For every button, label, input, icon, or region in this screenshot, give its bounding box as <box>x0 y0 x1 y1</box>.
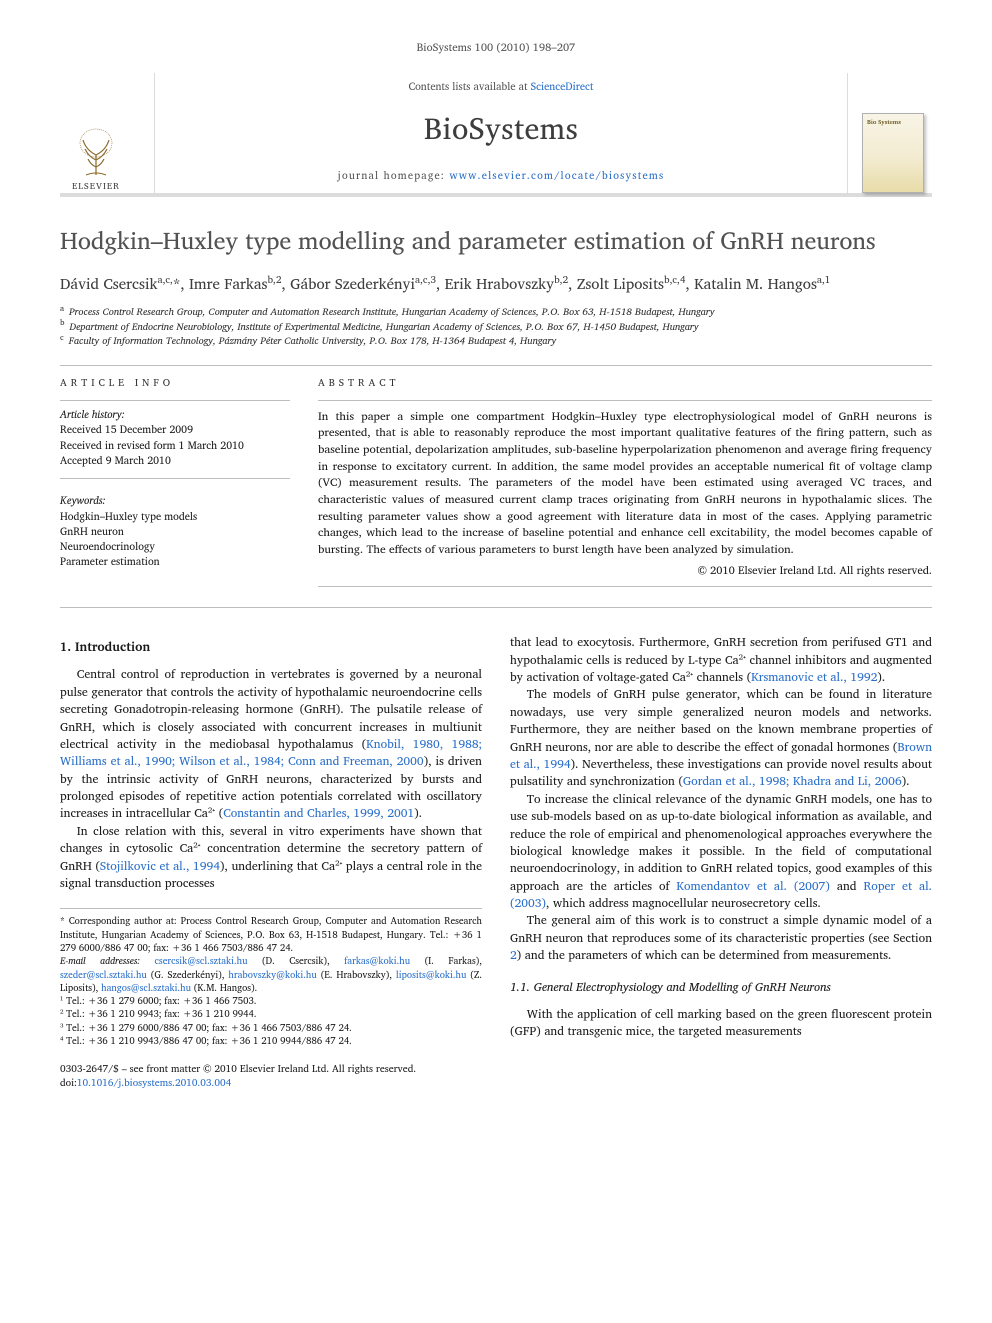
paper-title: Hodgkin–Huxley type modelling and parame… <box>60 225 932 255</box>
body-paragraph: The models of GnRH pulse generator, whic… <box>510 686 932 790</box>
email-addresses: E-mail addresses: csercsik@scl.sztaki.hu… <box>60 955 482 995</box>
text-run: ). <box>902 772 910 791</box>
journal-title: BioSystems <box>165 108 837 150</box>
telephone-note: ² Tel.: +36 1 210 9943; fax: +36 1 210 9… <box>60 1008 482 1021</box>
abstract-text: In this paper a simple one compartment H… <box>318 409 932 559</box>
history-label: Article history: <box>60 407 290 422</box>
article-info-heading: ARTICLE INFO <box>60 376 290 390</box>
telephone-note: ³ Tel.: +36 1 279 6000/886 47 00; fax: +… <box>60 1022 482 1035</box>
journal-masthead: ELSEVIER Contents lists available at Sci… <box>60 73 932 196</box>
citation-link[interactable]: Gordan et al., 1998; Khadra and Li, 2006 <box>683 772 902 791</box>
citation-link[interactable]: Komendantov et al. (2007) <box>676 877 830 896</box>
journal-homepage-link[interactable]: www.elsevier.com/locate/biosystems <box>449 166 664 184</box>
affiliations: a Process Control Research Group, Comput… <box>60 305 932 349</box>
author: Gábor Szederkényia,c,3 <box>290 271 436 296</box>
abstract-column: ABSTRACT In this paper a simple one comp… <box>318 376 932 597</box>
citation-link[interactable]: Krsmanovic et al., 1992 <box>751 668 877 687</box>
citation-link[interactable]: Constantin and Charles, 1999, 2001 <box>223 804 414 823</box>
text-run: The models of GnRH pulse generator, whic… <box>510 685 932 756</box>
publisher-logo-block: ELSEVIER <box>60 113 140 193</box>
body-paragraph: With the application of cell marking bas… <box>510 1006 932 1041</box>
publisher-name: ELSEVIER <box>72 180 120 193</box>
divider <box>318 586 932 587</box>
section-heading-introduction: 1. Introduction <box>60 638 482 656</box>
text-run: ). <box>877 668 885 687</box>
author: Katalin M. Hangosa,1 <box>694 271 830 296</box>
email-link[interactable]: liposits@koki.hu <box>396 968 466 983</box>
email-attribution: (E. Hrabovszky) <box>321 968 390 983</box>
contents-prefix: Contents lists available at <box>409 77 531 95</box>
doi-label: doi: <box>60 1075 77 1091</box>
text-run: , which address magnocellular neurosecre… <box>546 894 821 913</box>
author: Dávid Csercsika,c,* <box>60 271 180 296</box>
homepage-prefix: journal homepage: <box>338 166 450 184</box>
masthead-center: Contents lists available at ScienceDirec… <box>154 73 848 192</box>
doi-link[interactable]: 10.1016/j.biosystems.2010.03.004 <box>77 1075 231 1091</box>
author: Zsolt Lipositsb,c,4 <box>577 271 686 296</box>
text-run: and <box>830 877 864 896</box>
front-matter-footer: 0303-2647/$ – see front matter © 2010 El… <box>60 1062 482 1090</box>
history-line: Accepted 9 March 2010 <box>60 453 290 468</box>
affiliation-line: a Process Control Research Group, Comput… <box>60 305 932 320</box>
author-list: Dávid Csercsika,c,*, Imre Farkasb,2, Gáb… <box>60 273 932 296</box>
section-ref-link[interactable]: 2 <box>510 946 517 965</box>
keyword: Parameter estimation <box>60 554 290 569</box>
divider <box>60 365 932 366</box>
article-info-column: ARTICLE INFO Article history: Received 1… <box>60 376 290 597</box>
divider <box>60 478 290 479</box>
telephone-note: ⁴ Tel.: +36 1 210 9943/886 47 00; fax: +… <box>60 1035 482 1048</box>
keywords-label: Keywords: <box>60 493 290 508</box>
running-head: BioSystems 100 (2010) 198–207 <box>60 40 932 55</box>
divider <box>318 400 932 401</box>
abstract-heading: ABSTRACT <box>318 376 932 390</box>
body-paragraph: Central control of reproduction in verte… <box>60 666 482 823</box>
divider <box>60 400 290 401</box>
subsection-heading: 1.1. General Electrophysiology and Model… <box>510 979 932 996</box>
cover-label: Bio Systems <box>867 118 919 126</box>
journal-cover-thumbnail: Bio Systems <box>862 113 924 193</box>
text-run: ). <box>414 804 422 823</box>
elsevier-tree-icon <box>71 125 121 180</box>
journal-homepage-line: journal homepage: www.elsevier.com/locat… <box>165 168 837 183</box>
body-paragraph: In close relation with this, several in … <box>60 823 482 893</box>
elsevier-logo: ELSEVIER <box>60 113 132 193</box>
author: Imre Farkasb,2 <box>189 271 282 296</box>
corresponding-author-note: * Corresponding author at: Process Contr… <box>60 915 482 955</box>
telephone-note: ¹ Tel.: +36 1 279 6000; fax: +36 1 466 7… <box>60 995 482 1008</box>
sciencedirect-link[interactable]: ScienceDirect <box>531 77 594 95</box>
body-paragraph: The general aim of this work is to const… <box>510 912 932 964</box>
contents-available-line: Contents lists available at ScienceDirec… <box>165 79 837 94</box>
abstract-copyright: © 2010 Elsevier Ireland Ltd. All rights … <box>318 563 932 578</box>
citation-link[interactable]: Stojilkovic et al., 1994 <box>100 857 220 876</box>
body-paragraph: that lead to exocytosis. Furthermore, Gn… <box>510 634 932 686</box>
affiliation-line: c Faculty of Information Technology, Páz… <box>60 334 932 349</box>
footnotes-block: * Corresponding author at: Process Contr… <box>60 908 482 1048</box>
text-run: The general aim of this work is to const… <box>510 911 932 947</box>
author: Erik Hrabovszkyb,2 <box>445 271 568 296</box>
cover-thumbnail-block: Bio Systems <box>862 113 932 193</box>
text-run: ) and the parameters of which can be det… <box>517 946 892 965</box>
divider <box>60 607 932 608</box>
body-two-column: 1. Introduction Central control of repro… <box>60 634 932 1090</box>
body-paragraph: To increase the clinical relevance of th… <box>510 791 932 913</box>
